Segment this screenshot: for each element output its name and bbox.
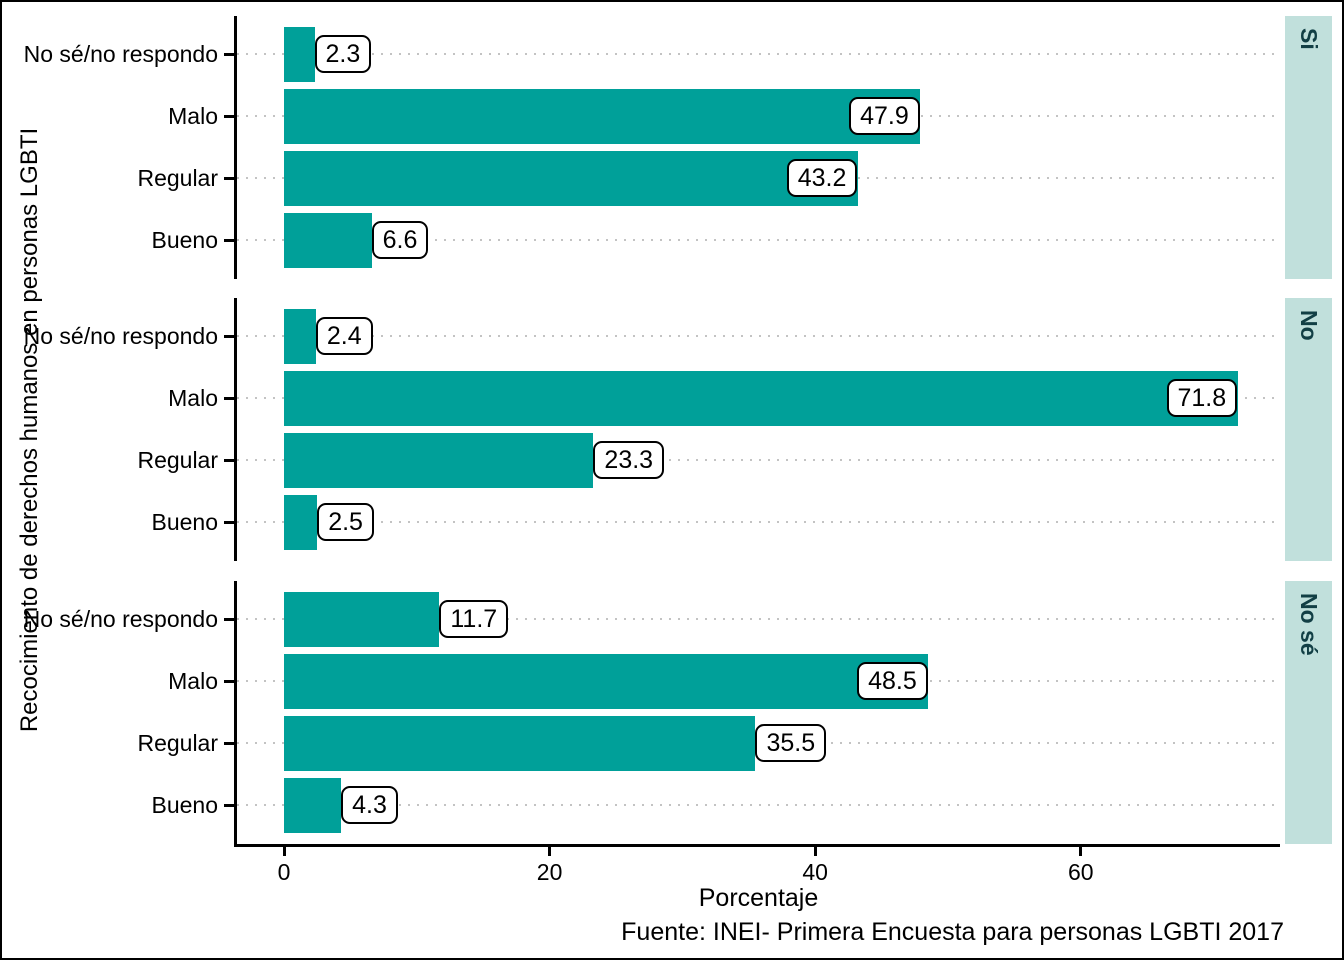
bar	[284, 494, 318, 550]
category-label: No sé/no respondo	[23, 323, 218, 349]
category-tick	[224, 742, 237, 745]
category-tick	[224, 335, 237, 338]
value-label: 2.3	[314, 35, 372, 73]
bar	[284, 88, 921, 144]
x-axis-tick-label: 20	[536, 859, 563, 885]
gridline	[237, 521, 1280, 523]
bar	[284, 432, 594, 488]
value-label: 6.6	[371, 221, 429, 259]
value-label: 2.4	[315, 317, 373, 355]
bar	[284, 715, 756, 771]
category-tick	[224, 459, 237, 462]
category-tick	[224, 53, 237, 56]
value-label: 43.2	[786, 159, 858, 197]
value-label: 2.5	[317, 503, 374, 541]
category-tick	[224, 618, 237, 621]
y-axis-title: Recocimiento de derechos humanos en pers…	[16, 127, 43, 733]
bar	[284, 653, 929, 709]
x-axis-tick-label: 60	[1068, 859, 1094, 885]
category-tick	[224, 521, 237, 524]
category-tick	[224, 177, 237, 180]
y-axis-line	[234, 298, 237, 561]
x-axis-title: Porcentaje	[698, 884, 819, 912]
category-label: Malo	[168, 103, 218, 129]
bar	[284, 150, 858, 206]
x-axis-tick	[813, 847, 817, 856]
category-label: Regular	[137, 165, 218, 191]
value-label: 35.5	[755, 724, 827, 762]
value-label: 71.8	[1166, 379, 1238, 417]
bar	[284, 212, 372, 268]
category-tick	[224, 397, 237, 400]
bar	[284, 308, 316, 364]
category-label: Bueno	[151, 227, 218, 253]
category-label: Bueno	[151, 792, 218, 818]
facet-strip: Si	[1285, 16, 1332, 279]
value-label: 48.5	[857, 662, 928, 700]
facet-strip-label: Si	[1296, 28, 1322, 50]
y-axis-line	[234, 581, 237, 844]
category-label: No sé/no respondo	[23, 41, 218, 67]
category-tick	[224, 115, 237, 118]
category-tick	[224, 804, 237, 807]
gridline	[237, 53, 1280, 55]
gridline	[237, 804, 1280, 806]
value-label: 47.9	[849, 97, 920, 135]
x-axis-tick-label: 0	[277, 859, 291, 885]
x-axis-line	[234, 844, 1280, 847]
x-axis-tick	[1079, 847, 1083, 856]
category-label: No sé/no respondo	[23, 606, 218, 632]
category-label: Regular	[137, 447, 218, 473]
bar	[284, 777, 342, 833]
bar	[284, 591, 440, 647]
category-label: Bueno	[151, 509, 218, 535]
value-label: 11.7	[439, 600, 509, 638]
facet-strip-label: No sé	[1296, 593, 1322, 656]
y-axis-line	[234, 16, 237, 279]
gridline	[237, 618, 1280, 620]
x-axis-tick	[548, 847, 552, 856]
category-label: Malo	[168, 668, 218, 694]
value-label: 4.3	[341, 786, 398, 824]
gridline	[237, 335, 1280, 337]
category-label: Malo	[168, 385, 218, 411]
category-tick	[224, 680, 237, 683]
x-axis-tick	[282, 847, 286, 856]
gridline	[237, 239, 1280, 241]
category-tick	[224, 239, 237, 242]
facet-strip: No	[1285, 298, 1332, 561]
facet-strip-label: No	[1296, 310, 1322, 341]
gridline	[237, 459, 1280, 461]
facet-strip: No sé	[1285, 581, 1332, 844]
bar	[284, 26, 315, 82]
source-caption: Fuente: INEI- Primera Encuesta para pers…	[621, 918, 1284, 946]
value-label: 23.3	[593, 441, 665, 479]
category-label: Regular	[137, 730, 218, 756]
bar	[284, 370, 1238, 426]
x-axis-tick-label: 40	[802, 859, 828, 885]
